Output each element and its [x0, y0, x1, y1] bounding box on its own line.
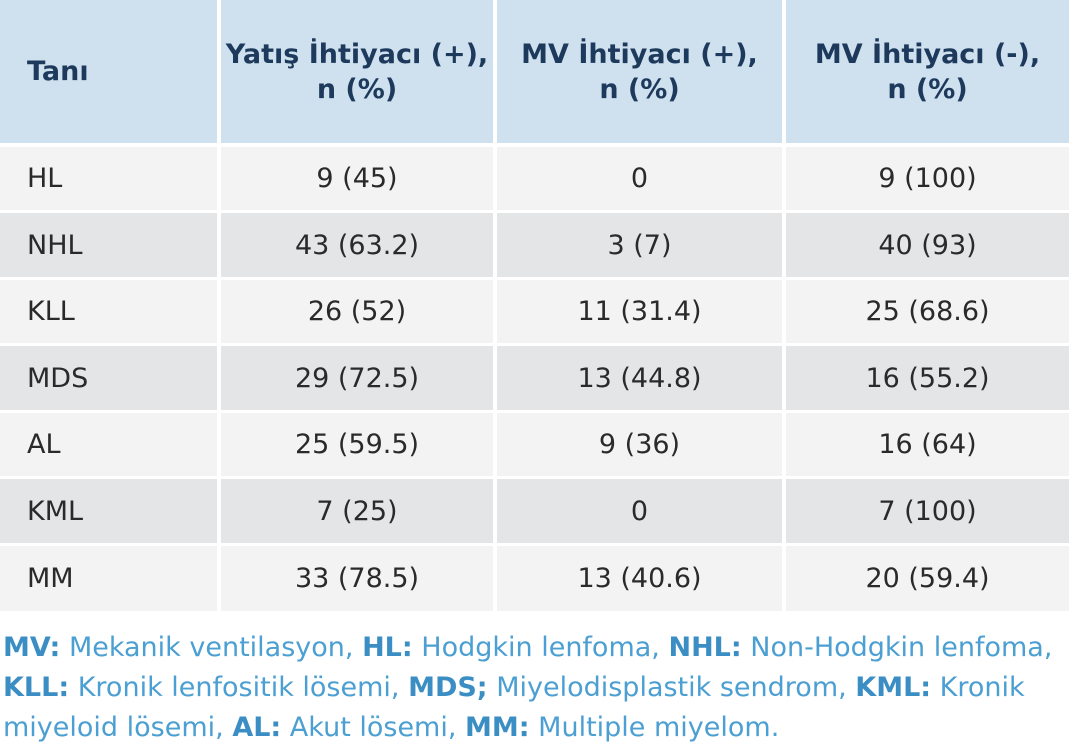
- mv-negative-cell: 20 (59.4): [786, 546, 1069, 611]
- mv-positive-cell: 11 (31.4): [497, 280, 782, 343]
- footnote-abbr: AL:: [232, 712, 282, 743]
- table-header-row: Tanı Yatış İhtiyacı (+), n (%) MV İhtiyac…: [0, 0, 1069, 143]
- footnote-text: Non-Hodgkin lenfoma,: [741, 632, 1053, 663]
- mv-positive-cell: 13 (44.8): [497, 346, 782, 410]
- footnote: MV: Mekanik ventilasyon, HL: Hodgkin len…: [3, 628, 1063, 748]
- hospitalization-cell: 7 (25): [221, 479, 493, 543]
- footnote-text: Akut lösemi,: [281, 712, 466, 743]
- footnote-abbr: HL:: [362, 632, 413, 663]
- diagnosis-cell: NHL: [0, 213, 217, 277]
- diagnosis-cell: KML: [0, 479, 217, 543]
- table-row: HL 9 (45) 0 9 (100): [0, 147, 1069, 210]
- diagnosis-cell: KLL: [0, 280, 217, 343]
- hospitalization-cell: 29 (72.5): [221, 346, 493, 410]
- hospitalization-cell: 25 (59.5): [221, 413, 493, 476]
- footnote-text: Multiple miyelom.: [529, 712, 780, 743]
- mv-positive-cell: 13 (40.6): [497, 546, 782, 611]
- footnote-text: Kronik lenfositik lösemi,: [69, 672, 409, 703]
- table-row: NHL 43 (63.2) 3 (7) 40 (93): [0, 213, 1069, 277]
- table-row: KLL 26 (52) 11 (31.4) 25 (68.6): [0, 280, 1069, 343]
- footnote-abbr: MV:: [3, 632, 61, 663]
- mv-negative-cell: 25 (68.6): [786, 280, 1069, 343]
- header-mv-need-positive: MV İhtiyacı (+), n (%): [497, 0, 782, 143]
- diagnosis-cell: MDS: [0, 346, 217, 410]
- mv-negative-cell: 9 (100): [786, 147, 1069, 210]
- mv-negative-cell: 40 (93): [786, 213, 1069, 277]
- mv-positive-cell: 0: [497, 479, 782, 543]
- mv-negative-cell: 16 (55.2): [786, 346, 1069, 410]
- mv-negative-cell: 7 (100): [786, 479, 1069, 543]
- hospitalization-cell: 43 (63.2): [221, 213, 493, 277]
- mv-positive-cell: 3 (7): [497, 213, 782, 277]
- footnote-abbr: KML:: [855, 672, 932, 703]
- table-row: KML 7 (25) 0 7 (100): [0, 479, 1069, 543]
- footnote-text: Hodgkin lenfoma,: [412, 632, 669, 663]
- footnote-text: Miyelodisplastik sendrom,: [487, 672, 856, 703]
- table-row: AL 25 (59.5) 9 (36) 16 (64): [0, 413, 1069, 476]
- diagnosis-cell: AL: [0, 413, 217, 476]
- table-row: MM 33 (78.5) 13 (40.6) 20 (59.4): [0, 546, 1069, 611]
- hospitalization-cell: 33 (78.5): [221, 546, 493, 611]
- header-mv-need-negative: MV İhtiyacı (-), n (%): [786, 0, 1069, 143]
- header-hospitalization-need: Yatış İhtiyacı (+), n (%): [221, 0, 493, 143]
- footnote-text: Mekanik ventilasyon,: [60, 632, 363, 663]
- mv-positive-cell: 9 (36): [497, 413, 782, 476]
- header-diagnosis: Tanı: [0, 0, 217, 143]
- mv-positive-cell: 0: [497, 147, 782, 210]
- footnote-abbr: MDS;: [408, 672, 488, 703]
- footnote-abbr: KLL:: [3, 672, 70, 703]
- table-row: MDS 29 (72.5) 13 (44.8) 16 (55.2): [0, 346, 1069, 410]
- footnote-abbr: NHL:: [668, 632, 742, 663]
- hospitalization-cell: 9 (45): [221, 147, 493, 210]
- mv-negative-cell: 16 (64): [786, 413, 1069, 476]
- diagnosis-cell: HL: [0, 147, 217, 210]
- footnote-abbr: MM:: [465, 712, 530, 743]
- diagnosis-cell: MM: [0, 546, 217, 611]
- hospitalization-cell: 26 (52): [221, 280, 493, 343]
- footnote-text: Kronik miyeloid lösemi,: [3, 672, 1025, 743]
